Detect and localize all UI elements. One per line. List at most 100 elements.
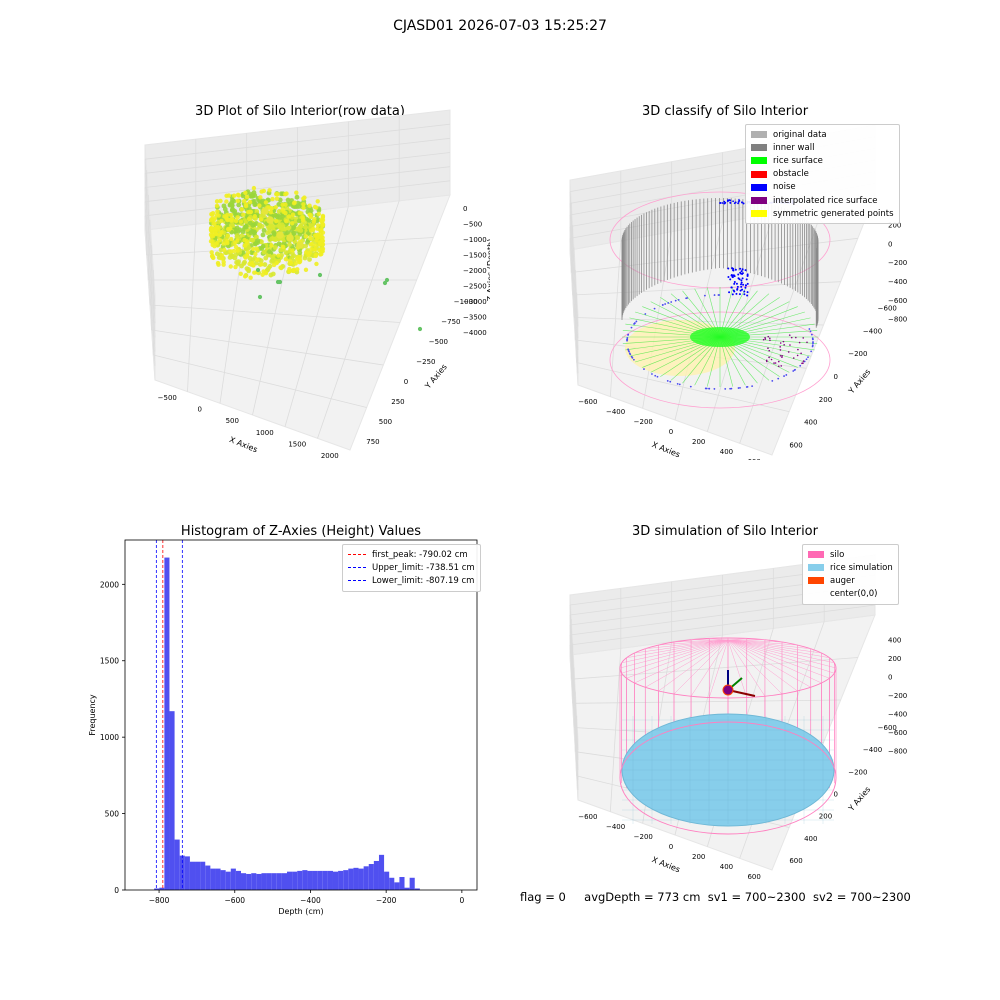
raw-point <box>273 205 279 210</box>
raw-point <box>251 246 256 252</box>
interpolated-point <box>806 341 808 344</box>
raw-point <box>296 204 302 209</box>
silo-roof-line <box>727 639 783 643</box>
raw-point <box>257 222 263 228</box>
raw-point <box>235 248 240 253</box>
interpolated-point <box>779 342 782 344</box>
raw-point <box>214 203 220 209</box>
interpolated-point <box>779 354 782 357</box>
noise-point <box>742 202 745 205</box>
legend-label: interpolated rice surface <box>773 195 878 206</box>
legend-swatch <box>751 144 767 152</box>
legend-item-rice-simulation: rice simulation <box>808 561 893 574</box>
raw-point <box>292 200 297 205</box>
raw-point <box>270 254 275 260</box>
noise-point <box>735 292 738 295</box>
noise-point <box>746 273 749 276</box>
legend-line <box>348 554 366 556</box>
histogram-plot[interactable]: −800 −600 −400 −200 0 0 500 1000 1500 2000 Depth (… <box>80 520 490 920</box>
silo-roof-line <box>727 639 835 664</box>
legend-item-original-data: original data <box>751 128 894 141</box>
raw-point <box>260 272 265 277</box>
raw-point <box>214 213 220 218</box>
raw-point <box>297 224 303 229</box>
z-tick-label: −1500 <box>463 251 487 259</box>
noise-point <box>630 355 633 358</box>
raw-point <box>241 212 246 217</box>
raw-point <box>212 243 217 249</box>
noise-point <box>731 293 734 296</box>
noise-point <box>732 267 735 270</box>
raw-point <box>259 262 264 267</box>
histogram-bar <box>169 711 175 890</box>
raw-point <box>236 193 242 198</box>
noise-point <box>740 279 743 282</box>
raw-point <box>237 227 243 233</box>
legend-swatch <box>751 210 767 218</box>
noise-point <box>667 302 670 304</box>
raw-point <box>232 210 237 216</box>
legend-label: rice simulation <box>830 562 893 573</box>
z-tick-label: −500 <box>463 220 482 228</box>
z-tick-label: −200 <box>888 259 907 267</box>
noise-point <box>669 380 672 383</box>
interpolated-point <box>802 337 805 339</box>
interpolated-point <box>764 336 766 339</box>
raw-point <box>215 209 220 214</box>
panel-raw-title: 3D Plot of Silo Interior(row data) <box>195 104 405 119</box>
noise-point <box>628 352 631 355</box>
y-tick-label: −200 <box>848 350 867 358</box>
interpolated-point <box>768 349 771 352</box>
panel-simulation-3d: 3D simulation of Silo Interior −600 −400−… <box>550 520 910 880</box>
legend-label: center(0,0) <box>830 589 878 600</box>
simulation-3d-plot[interactable]: −600 −400 −200 0 200 400 600 600 400 200 0 −200 −400… <box>550 520 910 880</box>
silo-roof-line <box>727 639 747 698</box>
interpolated-point <box>768 356 770 359</box>
raw-point <box>252 202 258 208</box>
noise-point <box>808 328 811 330</box>
interpolated-point <box>796 354 799 357</box>
silo-roof-line <box>727 639 811 649</box>
raw-point <box>218 198 223 204</box>
x-tick-label: 600 <box>747 458 760 460</box>
histogram-bar <box>174 839 180 890</box>
raw-point <box>231 248 237 254</box>
raw-point <box>320 223 326 228</box>
raw-point <box>263 200 269 205</box>
x-tick-label: 400 <box>720 863 733 871</box>
interpolated-point <box>779 346 781 348</box>
histogram-bar <box>225 871 231 890</box>
raw-point <box>316 211 321 217</box>
silo-roof-line <box>673 639 729 643</box>
x-tick-label: −400 <box>606 408 625 416</box>
silo-roof-line <box>727 639 798 646</box>
raw-point <box>249 193 255 198</box>
noise-point <box>743 290 746 293</box>
legend-label: auger <box>830 575 855 586</box>
noise-point <box>728 291 731 294</box>
histogram-bar <box>230 868 236 890</box>
raw-point <box>219 256 224 261</box>
histogram-bar <box>312 870 318 890</box>
figure-title: CJASD01 2026-07-03 15:25:27 <box>393 18 607 34</box>
raw-point <box>222 206 228 212</box>
noise-point <box>744 286 747 289</box>
raw-point <box>301 202 306 207</box>
histogram-bar <box>409 877 415 890</box>
raw-point <box>269 243 274 248</box>
x-tick-label: −400 <box>606 823 625 831</box>
noise-point <box>632 358 635 361</box>
histogram-legend: first_peak: -790.02 cm Upper_limit: -738… <box>342 544 481 592</box>
raw-point <box>253 251 258 257</box>
y-tick-label: −200 <box>848 768 867 776</box>
histogram-bar <box>327 870 333 890</box>
x-tick-label: 0 <box>669 428 673 436</box>
noise-point <box>741 273 744 276</box>
raw-point <box>251 185 257 191</box>
raw-3d-plot[interactable]: −500 0 500 1000 1500 2000 750 500 250 0 −250 −500 −7… <box>130 100 490 460</box>
raw-point <box>247 261 252 267</box>
noise-point <box>812 342 814 345</box>
y-tick-label: 600 <box>789 442 802 450</box>
noise-point <box>653 307 656 310</box>
silo-roof-line <box>621 639 729 674</box>
